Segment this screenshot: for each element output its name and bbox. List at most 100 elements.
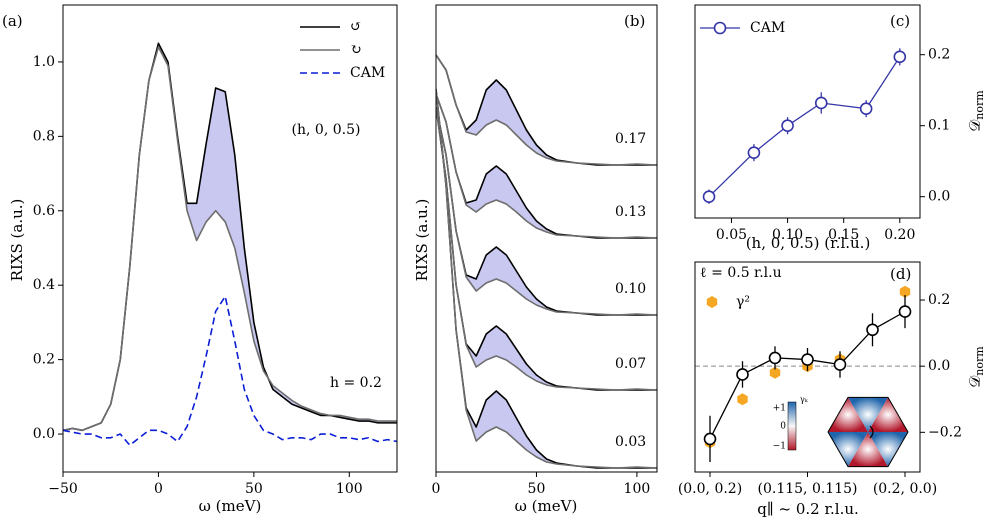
series-label: 0.03 xyxy=(615,434,646,450)
legend-label: γ² xyxy=(736,294,750,310)
series-line xyxy=(436,106,657,316)
marker xyxy=(702,190,716,203)
x-tick-label: 0.10 xyxy=(772,227,803,243)
series-line xyxy=(63,46,397,432)
x-tick-label: 100 xyxy=(336,481,363,497)
y-tick-label: 0.4 xyxy=(33,277,55,293)
series-line xyxy=(436,93,657,239)
x-tick-label: 0.20 xyxy=(884,227,915,243)
x-tick-label: 50 xyxy=(528,481,546,497)
y-axis-label: RIXS (a.u.) xyxy=(8,199,26,282)
series-label: 0.07 xyxy=(615,356,646,372)
inset-tick: +1 xyxy=(773,404,786,414)
marker xyxy=(801,353,814,366)
x-tick-label: −50 xyxy=(48,481,78,497)
y-tick-label: 0.6 xyxy=(33,203,55,219)
panel-label: (c) xyxy=(890,12,910,30)
axes-frame xyxy=(694,261,921,473)
x-tick-label: 0.05 xyxy=(716,227,747,243)
plot-area xyxy=(63,42,397,447)
marker xyxy=(736,368,749,381)
inset-hexagon xyxy=(827,396,909,468)
marker xyxy=(833,358,847,371)
x-tick-label: 0 xyxy=(154,481,163,497)
plot-area xyxy=(436,54,657,469)
y-axis-label-sub: norm xyxy=(973,346,986,376)
x-axis-label: ω (meV) xyxy=(199,497,262,515)
shaded-difference xyxy=(436,55,657,165)
x-tick-label: (0.0, 0.2) xyxy=(678,481,742,497)
y-axis-label: 𝒟norm xyxy=(966,90,986,132)
legend-label: CAM xyxy=(750,20,785,36)
marker xyxy=(899,285,911,298)
legend-marker xyxy=(713,21,727,35)
x-tick-label: (0.2, 0.0) xyxy=(873,481,937,497)
series-line xyxy=(63,295,397,447)
legend-marker xyxy=(706,296,718,308)
y-tick-label: 0.0 xyxy=(928,358,950,374)
marker xyxy=(768,351,782,365)
inset-label: γₖ xyxy=(800,395,809,404)
plot-area xyxy=(695,285,920,463)
y-axis-label: RIXS (a.u.) xyxy=(413,199,431,282)
inset: +1 0 −1 γₖ xyxy=(773,395,909,468)
panel-label: (d) xyxy=(890,265,911,283)
y-axis-label-main: 𝒟 xyxy=(966,376,984,388)
y-axis-label-sub: norm xyxy=(973,90,986,120)
legend-label: ↻ xyxy=(350,42,362,58)
y-tick-label: 0.0 xyxy=(928,189,950,205)
y-tick-label: 0.2 xyxy=(928,47,950,63)
marker xyxy=(769,366,781,379)
series-label: 0.17 xyxy=(615,131,646,147)
inset-tick: 0 xyxy=(780,422,786,432)
x-tick-label: 100 xyxy=(624,481,651,497)
x-tick-label: 0 xyxy=(432,481,441,497)
x-axis-label: q∥ ~ 0.2 r.l.u. xyxy=(757,500,859,518)
series-line xyxy=(708,56,901,198)
x-tick-label: 50 xyxy=(245,481,263,497)
x-tick-label: (0.115, 0.115) xyxy=(758,481,858,497)
marker xyxy=(893,50,907,64)
marker xyxy=(703,432,717,446)
series-line xyxy=(436,88,657,469)
x-axis-label: ω (meV) xyxy=(515,497,578,515)
marker xyxy=(898,305,912,318)
marker xyxy=(866,323,879,337)
y-tick-label: 0.0 xyxy=(33,426,55,442)
axes-frame xyxy=(694,4,921,219)
panel-label: (b) xyxy=(624,12,645,30)
marker xyxy=(859,102,873,115)
series-line xyxy=(436,106,657,391)
legend-label: ↺ xyxy=(350,19,362,35)
inset-colorbar xyxy=(787,401,797,451)
y-tick-label: 1.0 xyxy=(33,54,55,70)
marker xyxy=(747,146,761,159)
y-axis-label-main: 𝒟 xyxy=(966,120,984,132)
y-tick-label: 0.8 xyxy=(33,128,55,144)
legend-label: CAM xyxy=(350,65,385,81)
annotation: ℓ = 0.5 r.l.u xyxy=(700,265,782,281)
shaded-difference xyxy=(436,107,657,315)
x-axis-label: (h, 0, 0.5) (r.l.u.) xyxy=(746,234,871,252)
series-line xyxy=(436,54,657,166)
y-tick-label: 0.2 xyxy=(928,292,950,308)
series-label: 0.10 xyxy=(615,281,646,297)
series-line xyxy=(436,54,657,166)
y-axis-label: 𝒟norm xyxy=(966,346,986,388)
plot-area xyxy=(702,48,907,204)
marker xyxy=(781,119,794,132)
axes-frame xyxy=(62,4,398,473)
y-tick-label: −0.2 xyxy=(928,424,962,440)
x-tick-label: 0.15 xyxy=(828,227,859,243)
marker xyxy=(737,393,748,406)
y-tick-label: 0.2 xyxy=(33,352,55,368)
series-label: 0.13 xyxy=(615,204,646,220)
annotation: (h, 0, 0.5) xyxy=(292,122,361,138)
axes-frame xyxy=(435,4,658,473)
inset-tick: −1 xyxy=(773,442,786,452)
series-line xyxy=(436,106,657,391)
y-tick-label: 0.1 xyxy=(928,118,950,134)
marker xyxy=(814,96,828,110)
annotation: h = 0.2 xyxy=(330,375,382,391)
